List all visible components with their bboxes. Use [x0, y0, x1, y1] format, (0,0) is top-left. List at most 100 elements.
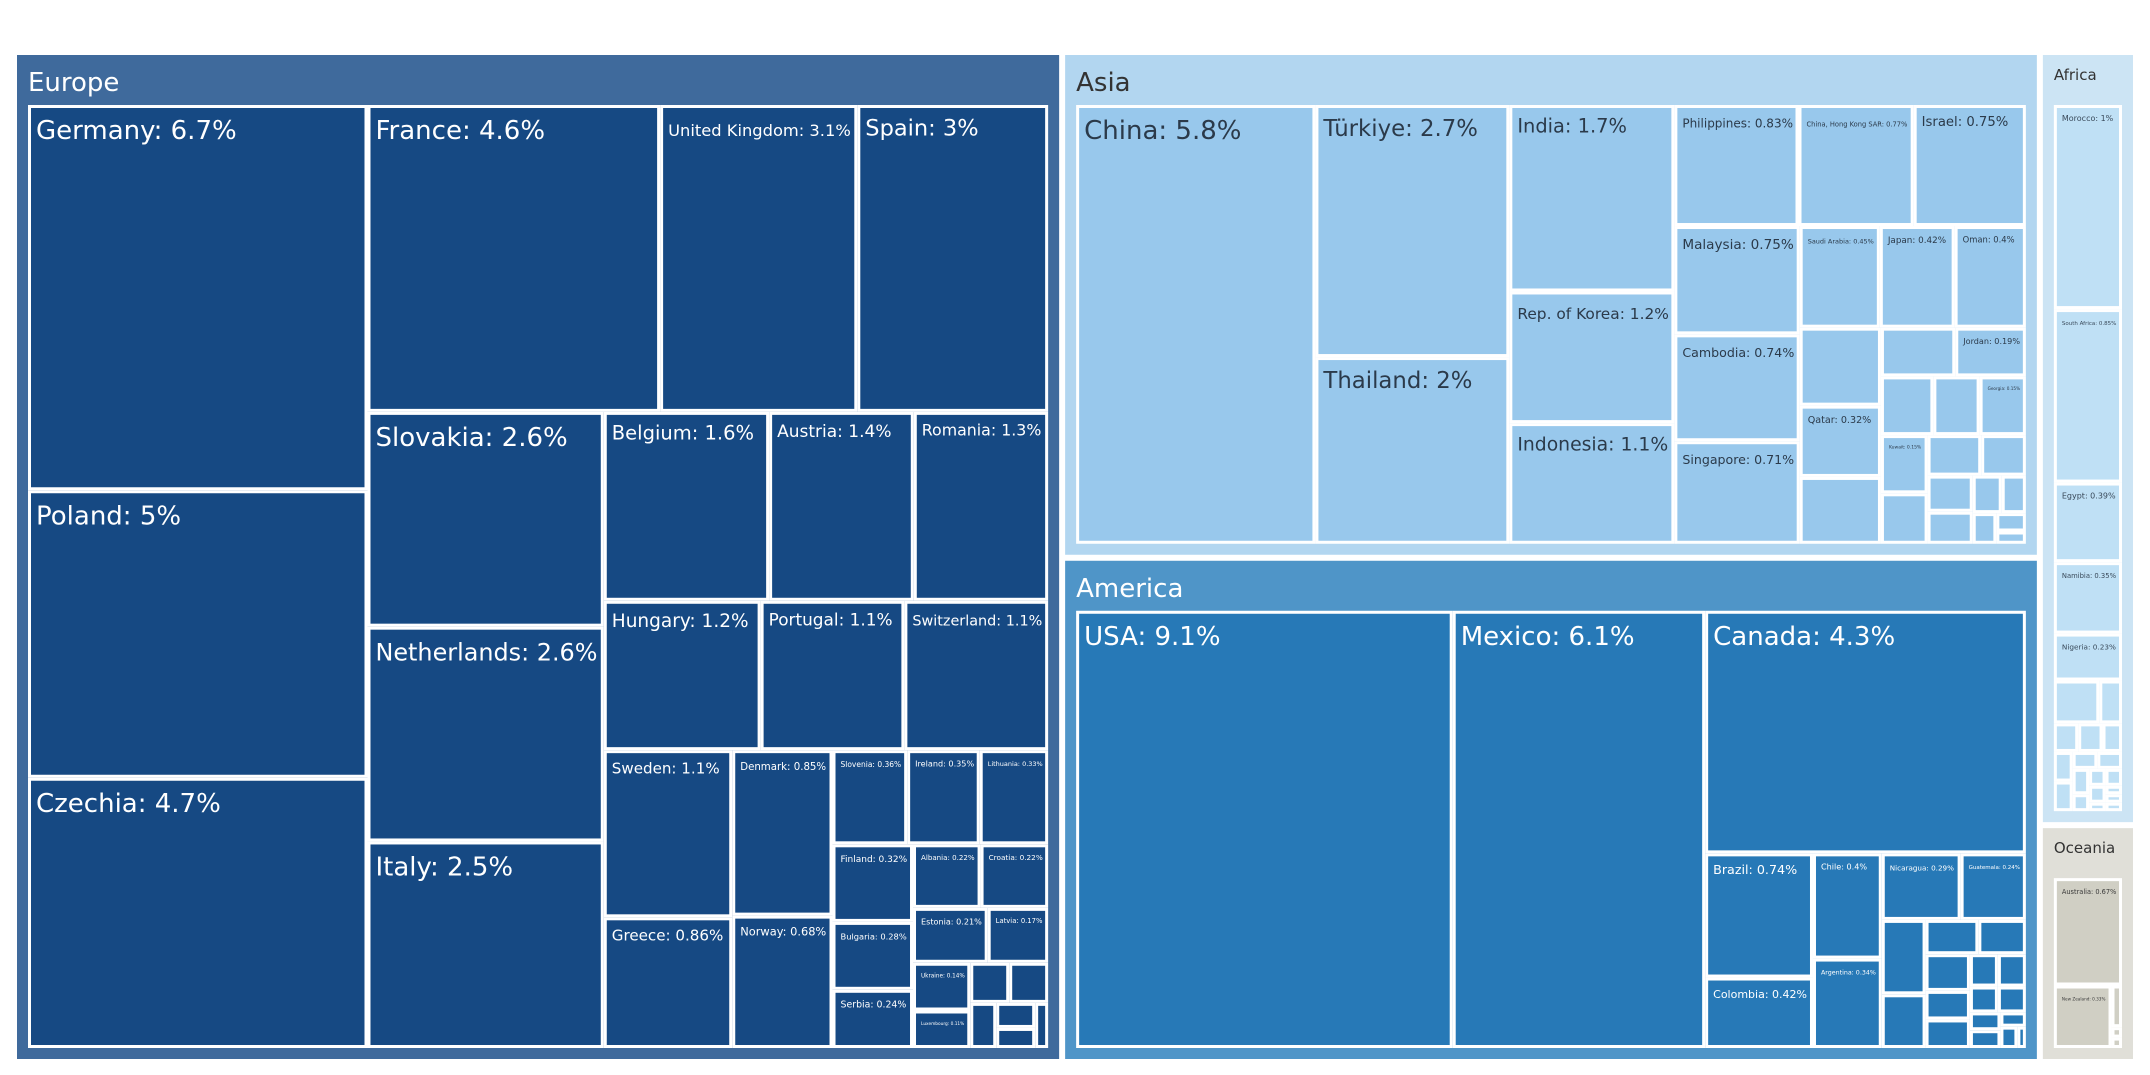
tile-unlabeled [1799, 327, 1881, 406]
tile-label-albania: Albania: 0.22% [921, 853, 975, 862]
tile-label-austria: Austria: 1.4% [777, 422, 891, 442]
tile-argentina [1812, 958, 1882, 1049]
tile-unlabeled [1880, 493, 1928, 544]
tile-unlabeled [2105, 802, 2122, 812]
tile-united-kingdom [660, 105, 858, 412]
tile-unlabeled [2078, 723, 2103, 752]
tile-unlabeled [2102, 723, 2123, 752]
tile-unlabeled [2072, 768, 2090, 795]
tile-label-morocco: Morocco: 1% [2062, 114, 2114, 123]
tile-austria [769, 411, 914, 601]
tile-label-greece: Greece: 0.86% [612, 926, 724, 944]
tile-label-malaysia: Malaysia: 0.75% [1682, 237, 1794, 253]
tile-label-ireland: Ireland: 0.35% [915, 759, 974, 769]
tile-label-saudi-arabia: Saudi Arabia: 0.45% [1808, 237, 1874, 245]
tile-oman [1954, 226, 2026, 328]
tile-label-netherlands: Netherlands: 2.6% [375, 639, 597, 667]
tile-qatar [1799, 405, 1881, 477]
tile-hungary [603, 600, 761, 751]
tile-estonia [913, 907, 988, 963]
group-title-america: America [1076, 574, 1183, 604]
tile-czechia [28, 777, 368, 1048]
tile-usa [1076, 610, 1453, 1048]
tile-belgium [603, 411, 770, 601]
tile-label-rep-of-korea: Rep. of Korea: 1.2% [1517, 305, 1669, 323]
tile-greece [603, 917, 733, 1048]
tile-south-africa [2053, 309, 2123, 483]
tile-sweden [603, 750, 733, 918]
tile-unlabeled [1925, 1019, 1970, 1048]
group-oceania: Oceania Australia: 0.67% New Zealand: 0.33… [2042, 828, 2133, 1059]
tile-unlabeled [2105, 785, 2122, 795]
tile-unlabeled [1969, 986, 1998, 1013]
tile-label-namibia: Namibia: 0.35% [2062, 572, 2117, 580]
tile-label-nigeria: Nigeria: 0.23% [2062, 643, 2116, 652]
tile-philippines [1674, 105, 1799, 227]
tile-label-cambodia: Cambodia: 0.74% [1682, 345, 1794, 360]
tile-label-croatia: Croatia: 0.22% [989, 853, 1043, 862]
tile-label-sweden: Sweden: 1.1% [612, 759, 720, 777]
tile-france [367, 105, 661, 412]
tile-label-oman: Oman: 0.4% [1963, 234, 2015, 244]
tile-china-hong-kong-sar [1798, 105, 1914, 227]
tile-label-serbia: Serbia: 0.24% [841, 999, 907, 1010]
tile-turkiye [1315, 105, 1510, 358]
tile-label-mexico: Mexico: 6.1% [1461, 622, 1635, 652]
tile-poland [28, 490, 368, 778]
tile-label-china-hong-kong-sar: China, Hong Kong SAR: 0.77% [1807, 121, 1908, 129]
tile-bulgaria [832, 921, 914, 990]
tile-unlabeled [1925, 954, 1970, 991]
tile-ireland [907, 750, 980, 845]
tile-label-japan: Japan: 0.42% [1887, 236, 1946, 246]
tile-indonesia [1509, 423, 1675, 544]
tile-unlabeled [2053, 751, 2073, 782]
tile-label-new-zealand: New Zealand: 0.33% [2062, 996, 2106, 1001]
tile-unlabeled [1925, 990, 1970, 1020]
group-america: America USA: 9.1% Mexico: 6.1% Canada: 4.3%… [1065, 560, 2037, 1059]
tile-label-denmark: Denmark: 0.85% [740, 762, 826, 773]
group-title-africa: Africa [2054, 66, 2097, 84]
tile-mexico [1452, 610, 1706, 1048]
tile-unlabeled [1969, 954, 1998, 987]
tile-label-china: China: 5.8% [1084, 116, 1241, 146]
tile-label-argentina: Argentina: 0.34% [1821, 970, 1876, 977]
tile-label-australia: Australia: 0.67% [2062, 888, 2116, 896]
tile-label-turkiye: Türkiye: 2.7% [1322, 116, 1478, 142]
tile-georgia [1979, 376, 2026, 436]
tile-label-canada: Canada: 4.3% [1713, 622, 1895, 652]
tile-label-egypt: Egypt: 0.39% [2062, 492, 2116, 501]
tile-unlabeled [2099, 680, 2122, 724]
tile-label-colombia: Colombia: 0.42% [1713, 988, 1807, 1001]
tile-nigeria [2053, 633, 2123, 681]
group-europe: Europe Germany: 6.7% Poland: 5% Czechia: 4.… [17, 55, 1060, 1059]
tile-italy [367, 841, 604, 1049]
tile-unlabeled [2105, 794, 2122, 803]
tile-rep-of-korea [1509, 291, 1675, 424]
tile-unlabeled [2097, 751, 2123, 769]
tile-japan [1879, 226, 1955, 328]
tile-malaysia [1674, 226, 1800, 335]
tile-label-italy: Italy: 2.5% [375, 852, 513, 882]
tile-label-germany: Germany: 6.7% [36, 116, 237, 146]
tile-cambodia [1674, 334, 1800, 442]
tile-thailand [1315, 357, 1510, 544]
tile-unlabeled [1881, 919, 1926, 995]
tile-new-zealand [2053, 985, 2112, 1049]
tile-label-switzerland: Switzerland: 1.1% [912, 614, 1042, 630]
tile-label-nicaragua: Nicaragua: 0.29% [1890, 864, 1954, 873]
tile-label-czechia: Czechia: 4.7% [36, 789, 221, 819]
tile-unlabeled [2053, 680, 2100, 724]
tile-label-guatemala: Guatemala: 0.24% [1969, 865, 2020, 871]
group-title-asia: Asia [1076, 68, 1131, 98]
tile-unlabeled [996, 1027, 1036, 1048]
tile-label-qatar: Qatar: 0.32% [1808, 415, 1872, 426]
tile-brazil [1705, 853, 1813, 978]
tile-label-brazil: Brazil: 0.74% [1713, 862, 1797, 877]
tile-finland [832, 844, 914, 922]
tile-unlabeled [2072, 794, 2090, 812]
tile-unlabeled [2105, 768, 2122, 786]
tile-unlabeled [1880, 376, 1934, 436]
tile-label-latvia: Latvia: 0.17% [996, 917, 1043, 925]
tile-unlabeled [1972, 513, 1997, 544]
